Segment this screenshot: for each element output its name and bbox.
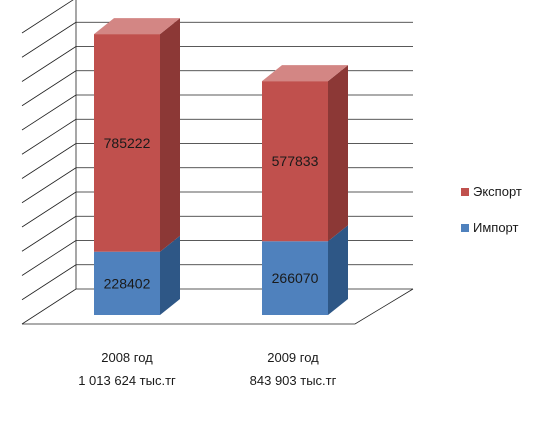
gridline xyxy=(21,0,74,34)
legend-swatch-export xyxy=(461,188,469,196)
gridline xyxy=(21,46,77,82)
gridline xyxy=(21,288,77,325)
bar-top xyxy=(94,18,180,35)
data-label: 577833 xyxy=(272,153,319,169)
gridline xyxy=(21,167,77,204)
bar-segment xyxy=(262,241,328,315)
gridline xyxy=(21,143,77,179)
gridline xyxy=(21,240,77,276)
data-label: 785222 xyxy=(104,135,151,151)
gridline xyxy=(21,191,77,228)
bars xyxy=(94,18,348,315)
gridline xyxy=(21,70,77,107)
gridline xyxy=(21,118,77,155)
bar-segment xyxy=(94,251,160,315)
data-labels: 228402 785222 266070 577833 xyxy=(104,135,319,291)
bar-segment xyxy=(94,34,160,252)
category-sublabel: 843 903 тыс.тг xyxy=(250,373,337,388)
bar-side xyxy=(160,18,180,252)
gridline xyxy=(21,264,77,301)
bar-side xyxy=(328,225,348,315)
category-label: 2008 год xyxy=(101,350,153,365)
legend-label-import: Импорт xyxy=(473,220,518,235)
bar-segment xyxy=(262,81,328,242)
floor xyxy=(22,288,414,325)
legend: Экспорт Импорт xyxy=(461,184,522,235)
bar-side xyxy=(160,235,180,315)
bar-top xyxy=(262,65,348,82)
gridlines xyxy=(21,0,414,325)
category-label: 2009 год xyxy=(267,350,319,365)
gridline xyxy=(21,94,77,131)
legend-label-export: Экспорт xyxy=(473,184,522,199)
legend-swatch-import xyxy=(461,224,469,232)
data-label: 266070 xyxy=(272,270,319,286)
category-sublabel: 1 013 624 тыс.тг xyxy=(78,373,176,388)
bar-side xyxy=(328,65,348,242)
gridline xyxy=(21,21,77,58)
gridline xyxy=(21,215,77,252)
data-label: 228402 xyxy=(104,275,151,291)
